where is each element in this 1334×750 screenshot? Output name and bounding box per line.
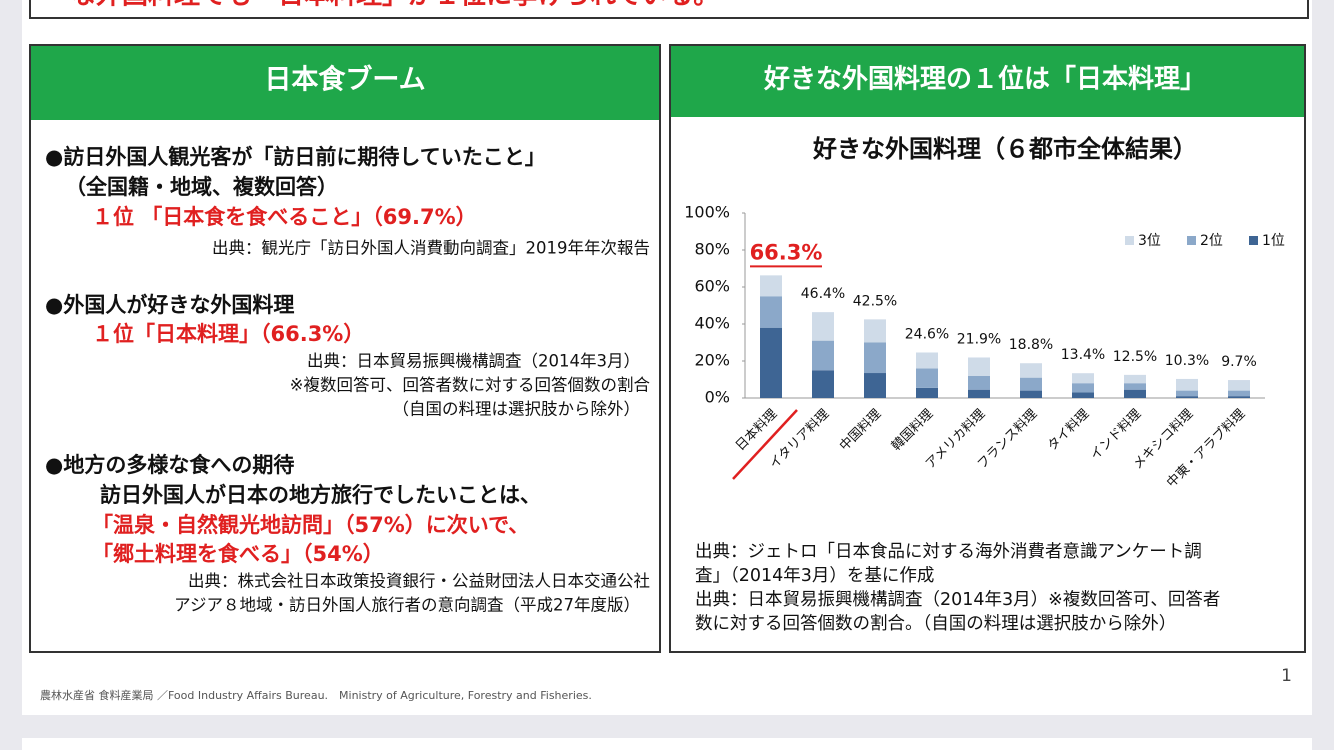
source: 出典：観光庁「訪日外国人消費動向調査」2019年年次報告	[212, 239, 650, 258]
total-label: 13.4%	[1061, 347, 1105, 363]
line: 訪日外国人が日本の地方旅行でしたいことは、	[100, 483, 541, 507]
left-header	[31, 46, 659, 120]
legend-swatch	[1187, 236, 1196, 245]
bar-segment	[812, 370, 834, 398]
total-label: 12.5%	[1113, 349, 1157, 365]
source: 出典：日本貿易振興機構調査（2014年3月）	[307, 352, 640, 371]
line: （全国籍・地域、複数回答）	[65, 175, 338, 199]
bar-segment	[916, 352, 938, 369]
chart-title: 好きな外国料理（６都市全体結果）	[812, 135, 1197, 163]
bar-segment	[1124, 383, 1146, 390]
bar-segment	[916, 387, 938, 398]
y-tick-label: 20%	[694, 351, 730, 370]
note: 出典：日本貿易振興機構調査（2014年3月）※複数回答可、回答者	[695, 590, 1220, 610]
left-title: 日本食ブーム	[264, 64, 425, 96]
line: 「温泉・自然観光地訪問」（57%）に次いで、	[92, 513, 529, 537]
bar-segment	[1228, 390, 1250, 397]
legend-label: 2位	[1200, 233, 1223, 249]
legend-swatch	[1125, 236, 1134, 245]
bar-segment	[1020, 390, 1042, 398]
source: ※複数回答可、回答者数に対する回答個数の割合	[290, 376, 650, 395]
header-text: な外国料理でも「日本料理」が１位に挙げられている。	[70, 0, 719, 11]
line: １位 「日本食を食べること」（69.7%）	[92, 205, 477, 229]
bar-segment	[1124, 374, 1146, 384]
legend-label: 3位	[1138, 233, 1161, 249]
total-label: 42.5%	[853, 293, 897, 309]
footer: 農林水産省 食料産業局 ／Food Industry Affairs Burea…	[40, 688, 592, 702]
legend-label: 1位	[1262, 233, 1285, 249]
y-tick-label: 100%	[684, 203, 730, 222]
source: アジア８地域・訪日外国人旅行者の意向調査（平成27年度版）	[174, 596, 640, 615]
bar-segment	[1228, 396, 1250, 398]
bar-segment	[1072, 373, 1094, 384]
page-number: 1	[1281, 666, 1292, 686]
source: （自国の料理は選択肢から除外）	[393, 400, 641, 419]
total-label: 24.6%	[905, 326, 949, 342]
y-tick-label: 60%	[694, 277, 730, 296]
y-tick-label: 0%	[705, 388, 730, 407]
y-tick-label: 40%	[694, 314, 730, 333]
bar-segment	[812, 312, 834, 341]
bar-segment	[760, 275, 782, 297]
bar-segment	[1020, 377, 1042, 391]
total-label: 21.9%	[957, 331, 1001, 347]
total-label: 46.4%	[801, 286, 845, 302]
header-box	[29, 0, 1309, 19]
total-label: 9.7%	[1221, 354, 1257, 370]
legend-swatch	[1249, 236, 1258, 245]
bar-segment	[1176, 396, 1198, 398]
bar-segment	[968, 375, 990, 390]
bar-segment	[864, 319, 886, 343]
underline	[732, 409, 798, 480]
bar-segment	[1176, 390, 1198, 397]
left-text: ●訪日外国人観光客が「訪日前に期待していたこと」 （全国籍・地域、複数回答） １…	[45, 145, 650, 615]
bar-segment	[1228, 380, 1250, 391]
next-slide	[22, 738, 1312, 750]
bar-segment	[864, 373, 886, 398]
bar-segment	[968, 357, 990, 376]
line: 「郷土料理を食べる」（54%）	[92, 542, 384, 566]
bar-segment	[916, 368, 938, 388]
bar-segment	[1072, 392, 1094, 398]
bar-segment	[760, 296, 782, 328]
bar-segment	[1176, 378, 1198, 391]
bar-segment	[1020, 363, 1042, 378]
bar-segment	[968, 389, 990, 398]
total-label: 10.3%	[1165, 353, 1209, 369]
bar-segment	[864, 342, 886, 374]
bar-segment	[760, 327, 782, 398]
bar-segment	[1072, 383, 1094, 393]
line: ●訪日外国人観光客が「訪日前に期待していたこと」	[45, 145, 546, 169]
note: 査」（2014年3月）を基に作成	[695, 566, 934, 586]
line: ●外国人が好きな外国料理	[45, 293, 294, 317]
bar-segment	[1124, 389, 1146, 398]
note: 数に対する回答個数の割合。（自国の料理は選択肢から除外）	[695, 614, 1176, 634]
y-tick-label: 80%	[694, 240, 730, 259]
total-label: 66.3%	[750, 240, 823, 264]
left-panel	[29, 44, 661, 653]
right-header	[671, 46, 1304, 117]
line: １位「日本料理」（66.3%）	[92, 322, 364, 346]
note: 出典：ジェトロ「日本食品に対する海外消費者意識アンケート調	[695, 542, 1202, 562]
bar-segment	[812, 340, 834, 371]
total-label: 18.8%	[1009, 337, 1053, 353]
source: 出典：株式会社日本政策投資銀行・公益財団法人日本交通公社	[188, 572, 650, 591]
line: ●地方の多様な食への期待	[45, 453, 294, 477]
right-title: 好きな外国料理の１位は「日本料理」	[763, 64, 1206, 95]
